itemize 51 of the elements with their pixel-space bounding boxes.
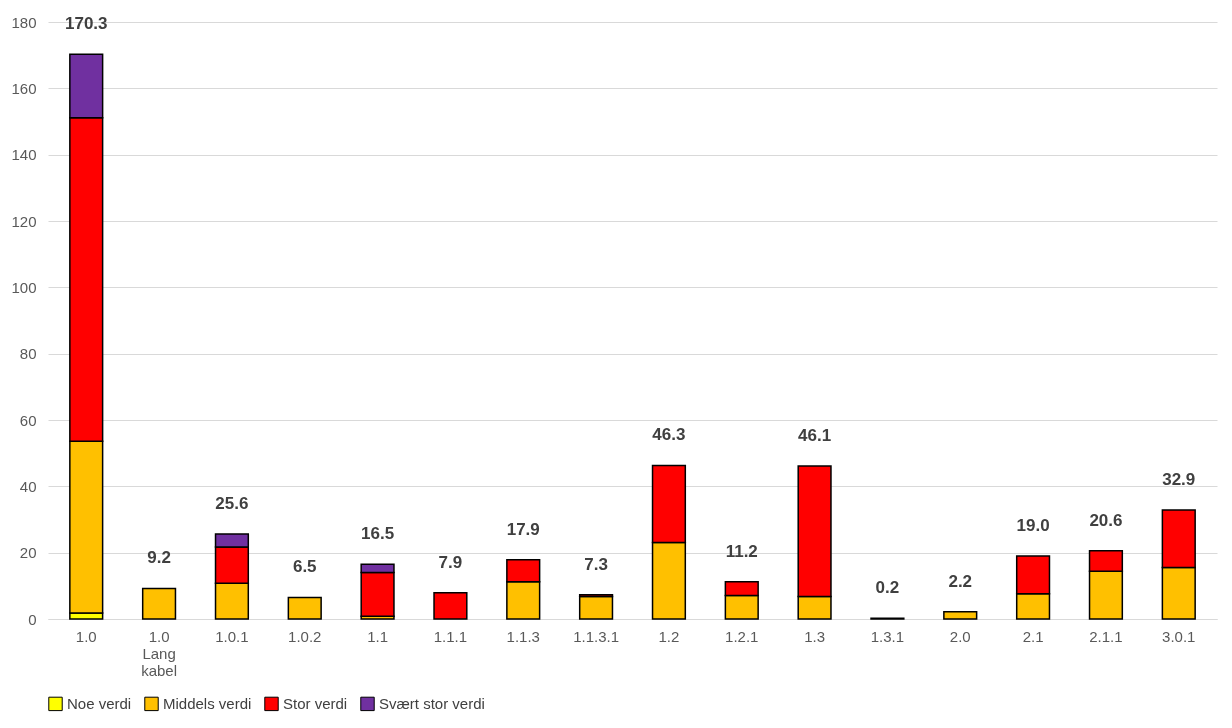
x-tick-label: 3.0.1 xyxy=(1162,627,1196,645)
x-tick-label: 1.1.3.1 xyxy=(573,627,620,645)
total-label: 7.3 xyxy=(584,554,608,574)
total-label: 19.0 xyxy=(1016,515,1050,535)
x-tick-label: 1.0 Lang kabel xyxy=(141,627,177,679)
x-tick-label: 1.0.1 xyxy=(215,627,249,645)
legend-label: Stor verdi xyxy=(283,694,348,712)
x-tick-label: 1.1 xyxy=(367,627,389,645)
total-label: 2.2 xyxy=(948,571,973,591)
y-tick-label: 120 xyxy=(11,212,37,230)
y-tick-label: 0 xyxy=(28,610,37,628)
total-label: 9.2 xyxy=(147,548,171,568)
legend-label: Noe verdi xyxy=(67,694,132,712)
x-tick-label: 1.1.3 xyxy=(506,627,540,645)
total-label: 46.1 xyxy=(798,426,832,446)
y-tick-label: 60 xyxy=(19,411,37,429)
x-tick-label: 1.0.2 xyxy=(288,627,322,645)
y-tick-label: 100 xyxy=(11,278,37,296)
bar xyxy=(433,592,468,620)
x-tick-label: 1.3.1 xyxy=(870,627,905,645)
x-tick-label: 1.2.1 xyxy=(725,627,759,645)
total-label: 0.2 xyxy=(875,578,900,598)
y-tick-label: 140 xyxy=(11,146,37,164)
total-label: 7.9 xyxy=(438,552,463,572)
total-label: 6.5 xyxy=(292,557,317,577)
x-tick-label: 1.1.1 xyxy=(433,627,468,645)
total-label: 11.2 xyxy=(725,541,758,561)
y-tick-label: 180 xyxy=(11,13,37,31)
bar xyxy=(141,587,177,620)
bar xyxy=(287,596,322,620)
bar xyxy=(943,610,978,620)
y-tick-label: 40 xyxy=(19,477,37,495)
total-label: 25.6 xyxy=(215,494,249,514)
x-tick-label: 1.3 xyxy=(804,627,826,645)
x-tick-label: 2.0 xyxy=(949,627,971,645)
x-tick-label: 1.2 xyxy=(658,627,680,645)
total-label: 46.3 xyxy=(652,425,686,445)
x-tick-label: 2.1.1 xyxy=(1089,627,1123,645)
x-tick-label: 2.1 xyxy=(1022,627,1044,645)
x-tick-label: 1.0 xyxy=(75,627,97,645)
y-tick-label: 160 xyxy=(11,79,37,97)
legend-label: Middels verdi xyxy=(163,694,252,712)
total-label: 170.3 xyxy=(64,14,108,34)
y-tick-label: 80 xyxy=(19,345,37,363)
bar xyxy=(578,595,614,620)
total-label: 20.6 xyxy=(1089,510,1123,530)
total-label: 32.9 xyxy=(1162,469,1196,489)
total-label: 16.5 xyxy=(361,524,395,544)
legend-label: Svært stor verdi xyxy=(379,694,485,712)
total-label: 17.9 xyxy=(506,519,540,539)
y-tick-label: 20 xyxy=(19,544,37,562)
